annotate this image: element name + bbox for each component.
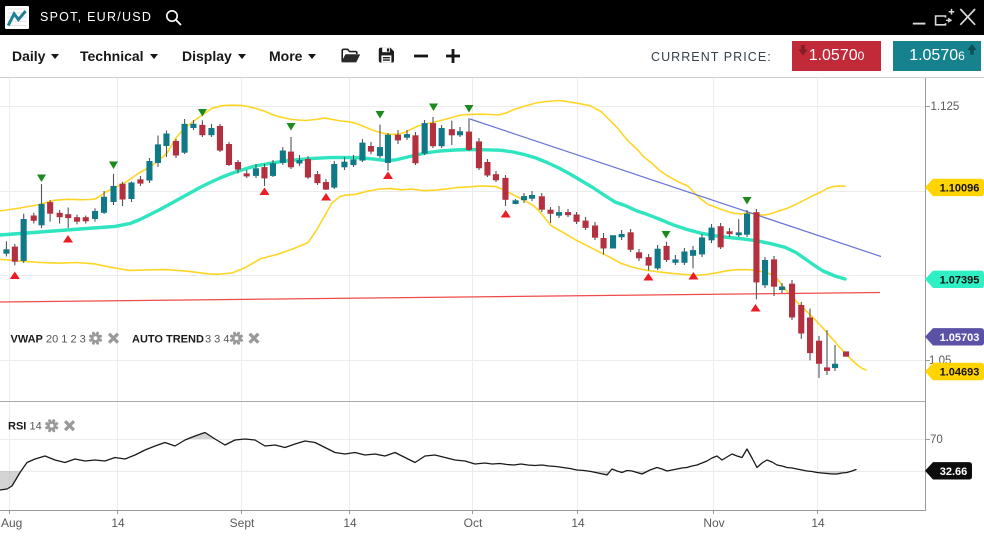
svg-text:20 1 2 3: 20 1 2 3	[46, 334, 86, 346]
svg-text:14: 14	[111, 516, 125, 530]
svg-text:3 3 4: 3 3 4	[205, 334, 229, 346]
svg-text:Sept: Sept	[230, 516, 255, 530]
svg-text:14: 14	[343, 516, 357, 530]
svg-text:1.04693: 1.04693	[940, 367, 980, 379]
svg-text:70: 70	[930, 434, 943, 446]
svg-text:VWAP: VWAP	[11, 334, 43, 346]
svg-text:RSI: RSI	[8, 421, 26, 433]
svg-text:1.07395: 1.07395	[940, 274, 980, 286]
svg-text:1.10096: 1.10096	[940, 182, 980, 194]
svg-text:Nov: Nov	[703, 516, 724, 530]
svg-text:Aug: Aug	[1, 516, 22, 530]
svg-text:32.66: 32.66	[940, 466, 968, 478]
svg-text:14: 14	[571, 516, 585, 530]
svg-text:14: 14	[30, 421, 42, 433]
svg-text:AUTO TREND: AUTO TREND	[132, 334, 204, 346]
svg-text:1.05703: 1.05703	[940, 332, 980, 344]
svg-text:14: 14	[811, 516, 825, 530]
svg-text:Oct: Oct	[464, 516, 483, 530]
svg-text:1.125: 1.125	[931, 101, 960, 113]
